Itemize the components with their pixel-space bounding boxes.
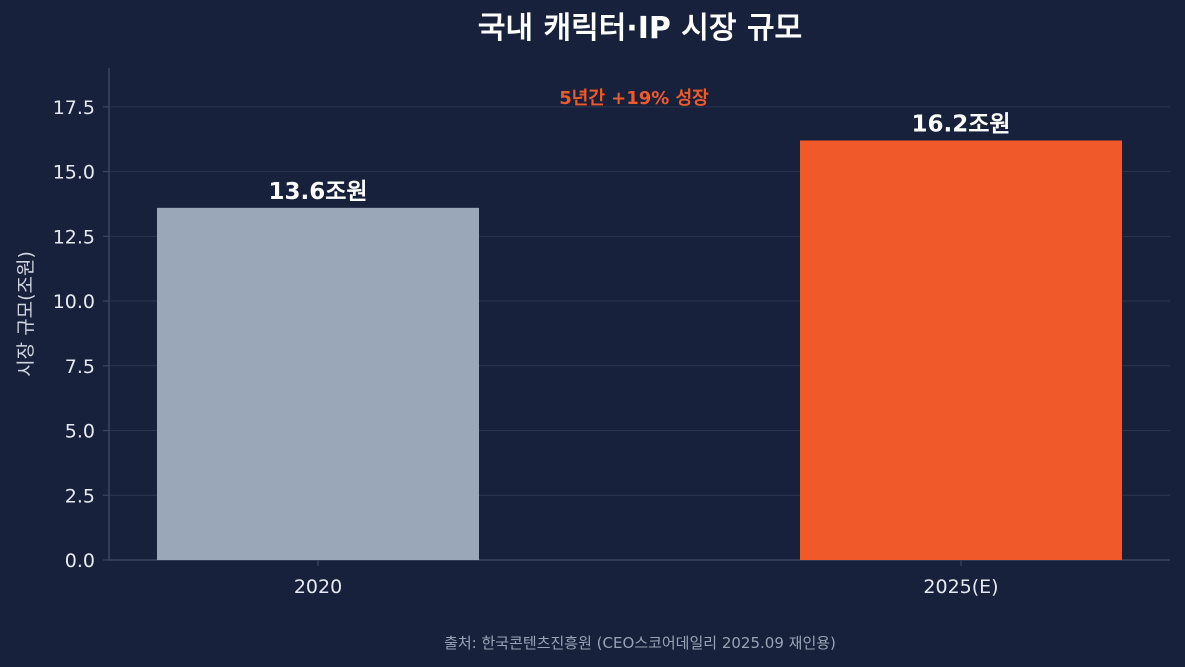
y-tick-label: 10.0 — [53, 291, 95, 313]
source-note: 출처: 한국콘텐츠진흥원 (CEO스코어데일리 2025.09 재인용) — [444, 634, 836, 652]
y-tick-label: 15.0 — [53, 162, 95, 184]
bar-2 — [800, 140, 1122, 561]
y-axis-label: 시장 규모(조원) — [15, 251, 37, 377]
y-tick-label: 5.0 — [65, 421, 95, 443]
chart-title: 국내 캐릭터·IP 시장 규모 — [478, 11, 802, 46]
y-tick-label: 0.0 — [65, 550, 95, 572]
y-tick-label: 12.5 — [53, 226, 95, 248]
growth-annotation: 5년간 +19% 성장 — [559, 88, 709, 109]
y-tick-label: 7.5 — [65, 356, 95, 378]
bar-value-label: 13.6조원 — [268, 179, 367, 205]
y-tick-label: 2.5 — [65, 485, 95, 507]
data-labels: 13.6조원 16.2조원 — [268, 112, 1010, 205]
bar-value-label: 16.2조원 — [911, 112, 1010, 138]
bars — [157, 140, 1122, 561]
y-tick-label: 17.5 — [53, 97, 95, 119]
x-tick-label: 2020 — [294, 576, 342, 598]
bar-1 — [157, 207, 479, 560]
x-tick-label: 2025(E) — [923, 576, 998, 598]
